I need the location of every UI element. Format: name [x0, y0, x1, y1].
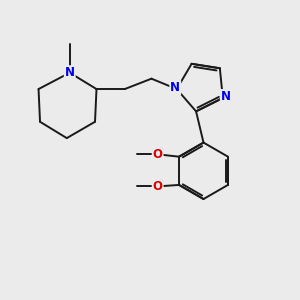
Text: N: N	[221, 90, 231, 103]
Text: N: N	[65, 66, 75, 79]
Text: O: O	[153, 180, 163, 193]
Text: N: N	[170, 81, 180, 94]
Text: O: O	[153, 148, 163, 161]
